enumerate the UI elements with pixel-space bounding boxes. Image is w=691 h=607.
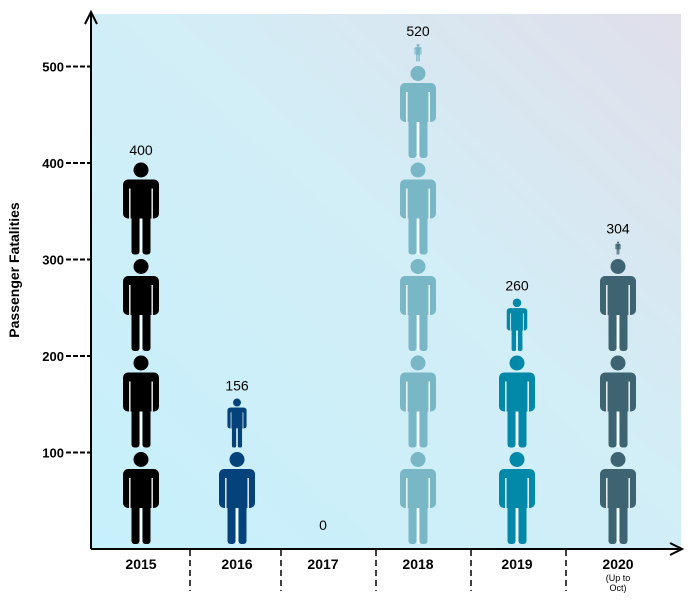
data-label-2018: 520 — [406, 23, 430, 39]
data-label-2017: 0 — [319, 517, 327, 533]
plot-background — [91, 14, 681, 549]
y-tick-label-300: 300 — [42, 253, 64, 268]
y-tick-label-400: 400 — [42, 156, 64, 171]
x-tick-label-2017: 2017 — [307, 556, 338, 572]
y-axis-title: Passenger Fatalities — [6, 202, 22, 338]
data-label-2016: 156 — [225, 378, 249, 394]
data-label-2019: 260 — [505, 278, 529, 294]
x-tick-label-2016: 2016 — [221, 556, 252, 572]
y-tick-label-200: 200 — [42, 349, 64, 364]
x-tick-label-2015: 2015 — [125, 556, 156, 572]
x-tick-label-2020: 2020 — [602, 556, 633, 572]
x-tick-label-2018: 2018 — [402, 556, 433, 572]
data-label-2020: 304 — [606, 221, 630, 237]
y-tick-label-500: 500 — [42, 60, 64, 75]
y-tick-label-100: 100 — [42, 446, 64, 461]
x-tick-label-2019: 2019 — [501, 556, 532, 572]
data-label-2015: 400 — [129, 142, 153, 158]
